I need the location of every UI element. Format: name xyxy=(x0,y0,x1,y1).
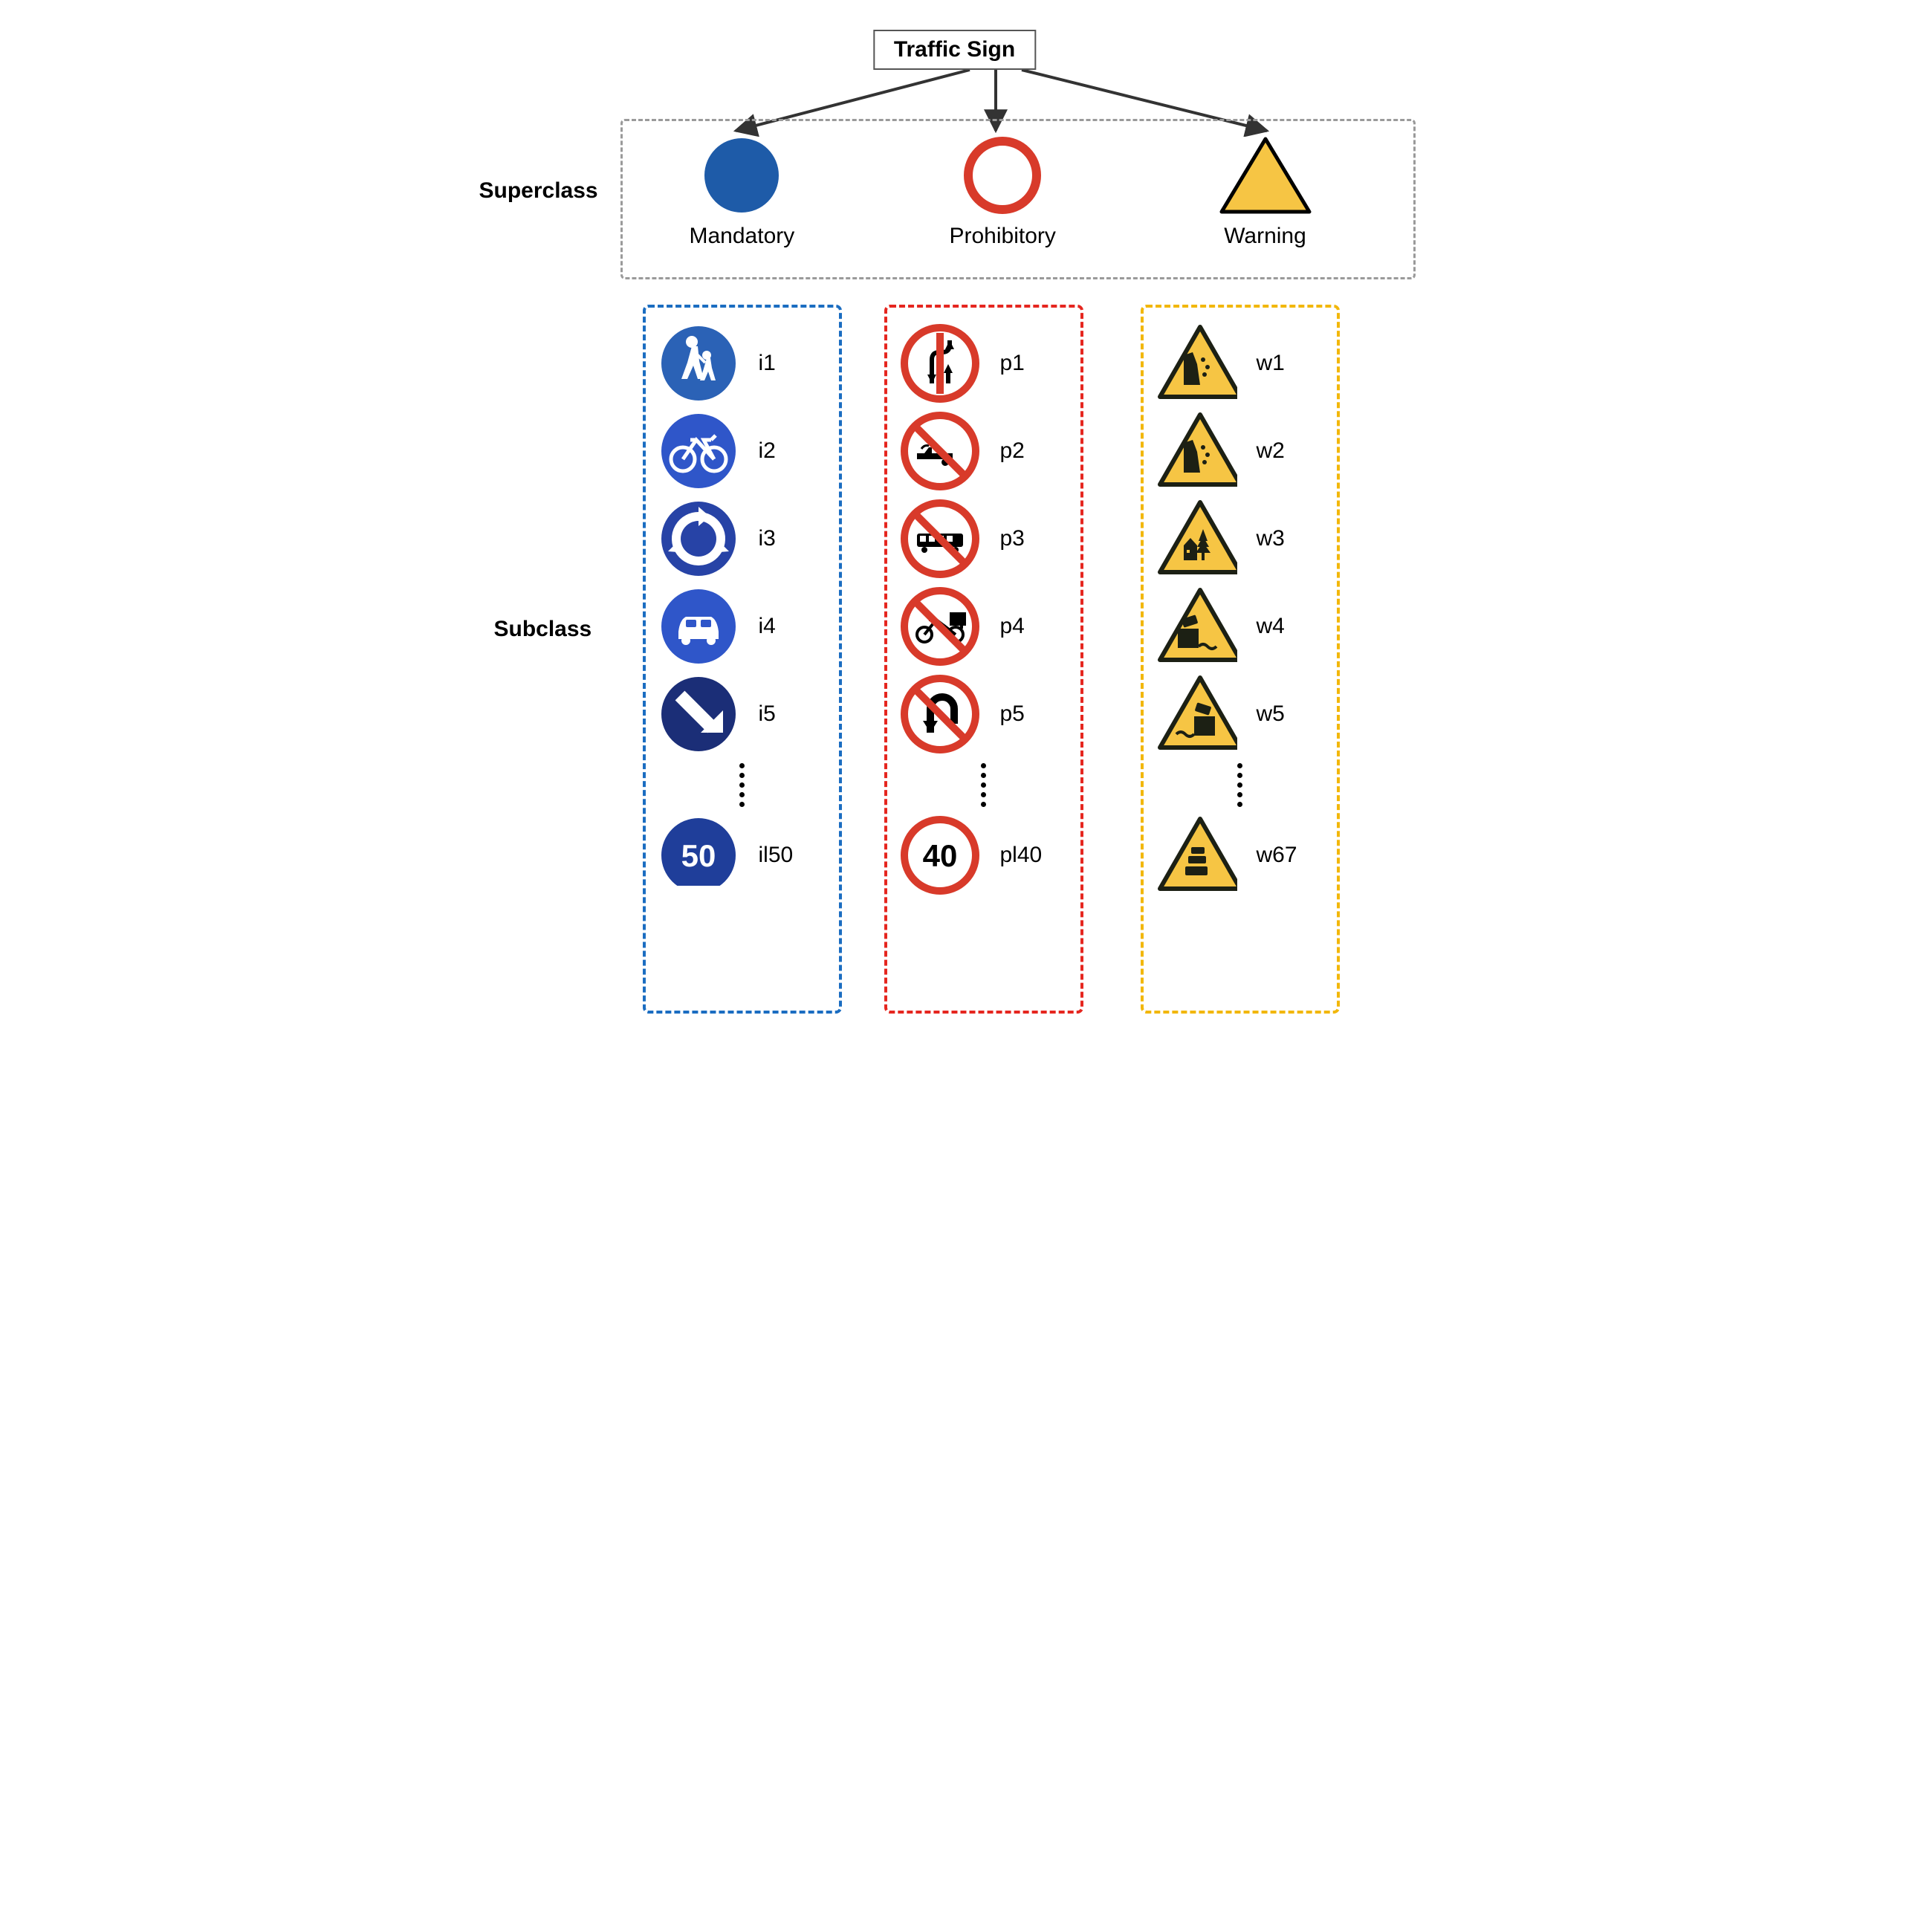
mandatory-sign-icon xyxy=(658,498,739,580)
prohibitory-code-label: p5 xyxy=(1000,701,1025,727)
prohibitory-sign-icon: 40 xyxy=(899,814,981,896)
mandatory-code-label: i5 xyxy=(759,701,776,727)
mandatory-code-label: i4 xyxy=(759,614,776,639)
prohibitory-sign-icon xyxy=(899,498,981,580)
mandatory-row: 50 il50 xyxy=(646,811,839,899)
mandatory-sign-icon xyxy=(658,410,739,492)
warning-sign-icon xyxy=(1156,410,1237,492)
warning-row: w1 xyxy=(1144,320,1337,407)
warning-code-label: w2 xyxy=(1257,438,1285,464)
warning-row: w2 xyxy=(1144,407,1337,495)
mandatory-sign-icon xyxy=(658,586,739,667)
warning-sign-icon xyxy=(1156,814,1237,896)
super-mandatory: Mandatory xyxy=(690,134,795,249)
warning-ellipsis xyxy=(1144,758,1337,811)
mandatory-code-label: i3 xyxy=(759,526,776,551)
prohibitory-sign-icon xyxy=(899,586,981,667)
mandatory-shape-icon xyxy=(701,134,782,216)
warning-sign-icon xyxy=(1156,498,1237,580)
super-warning: Warning xyxy=(1217,134,1314,249)
warning-code-label: w3 xyxy=(1257,526,1285,551)
warning-row: w3 xyxy=(1144,495,1337,583)
mandatory-sign-icon: 50 xyxy=(658,814,739,896)
mandatory-code-label: i1 xyxy=(759,351,776,376)
warning-sign-icon xyxy=(1156,322,1237,404)
prohibitory-row: p2 xyxy=(887,407,1080,495)
mandatory-ellipsis xyxy=(646,758,839,811)
super-mandatory-label: Mandatory xyxy=(690,224,795,249)
super-warning-label: Warning xyxy=(1217,224,1314,249)
warning-column: w1 w2 w3 w4 w5 xyxy=(1141,305,1340,1014)
warning-sign-icon xyxy=(1156,586,1237,667)
super-prohibitory-label: Prohibitory xyxy=(950,224,1056,249)
prohibitory-row: p4 xyxy=(887,583,1080,670)
warning-row: w5 xyxy=(1144,670,1337,758)
prohibitory-sign-icon xyxy=(899,410,981,492)
mandatory-row: i5 xyxy=(646,670,839,758)
prohibitory-code-label: p3 xyxy=(1000,526,1025,551)
prohibitory-code-label: pl40 xyxy=(1000,843,1043,868)
mandatory-row: i4 xyxy=(646,583,839,670)
warning-code-label: w4 xyxy=(1257,614,1285,639)
warning-row: w4 xyxy=(1144,583,1337,670)
mandatory-row: i2 xyxy=(646,407,839,495)
prohibitory-code-label: p2 xyxy=(1000,438,1025,464)
mandatory-sign-icon xyxy=(658,322,739,404)
svg-text:40: 40 xyxy=(922,838,957,873)
prohibitory-row: p3 xyxy=(887,495,1080,583)
super-prohibitory: Prohibitory xyxy=(950,134,1056,249)
mandatory-sign-icon xyxy=(658,673,739,755)
mandatory-column: i1 i2 i3 i4 i5 50 il50 xyxy=(643,305,842,1014)
mandatory-row: i3 xyxy=(646,495,839,583)
prohibitory-code-label: p1 xyxy=(1000,351,1025,376)
prohibitory-code-label: p4 xyxy=(1000,614,1025,639)
prohibitory-column: p1 p2 p3 p4 p5 40 pl40 xyxy=(884,305,1083,1014)
mandatory-row: i1 xyxy=(646,320,839,407)
mandatory-code-label: il50 xyxy=(759,843,794,868)
warning-row: w67 xyxy=(1144,811,1337,899)
prohibitory-row: 40 pl40 xyxy=(887,811,1080,899)
prohibitory-row: p1 xyxy=(887,320,1080,407)
superclass-heading: Superclass xyxy=(479,178,598,204)
mandatory-code-label: i2 xyxy=(759,438,776,464)
subclass-heading: Subclass xyxy=(494,617,592,642)
root-node: Traffic Sign xyxy=(873,30,1036,70)
warning-code-label: w5 xyxy=(1257,701,1285,727)
traffic-sign-hierarchy-diagram: Traffic Sign Mandatory Prohibitory xyxy=(472,30,1438,1018)
prohibitory-sign-icon xyxy=(899,322,981,404)
superclass-box: Mandatory Prohibitory Warning xyxy=(620,119,1416,279)
svg-text:50: 50 xyxy=(681,838,716,873)
warning-code-label: w67 xyxy=(1257,843,1297,868)
prohibitory-shape-icon xyxy=(962,134,1043,216)
warning-shape-icon xyxy=(1217,134,1314,216)
prohibitory-row: p5 xyxy=(887,670,1080,758)
warning-code-label: w1 xyxy=(1257,351,1285,376)
prohibitory-sign-icon xyxy=(899,673,981,755)
warning-sign-icon xyxy=(1156,673,1237,755)
prohibitory-ellipsis xyxy=(887,758,1080,811)
